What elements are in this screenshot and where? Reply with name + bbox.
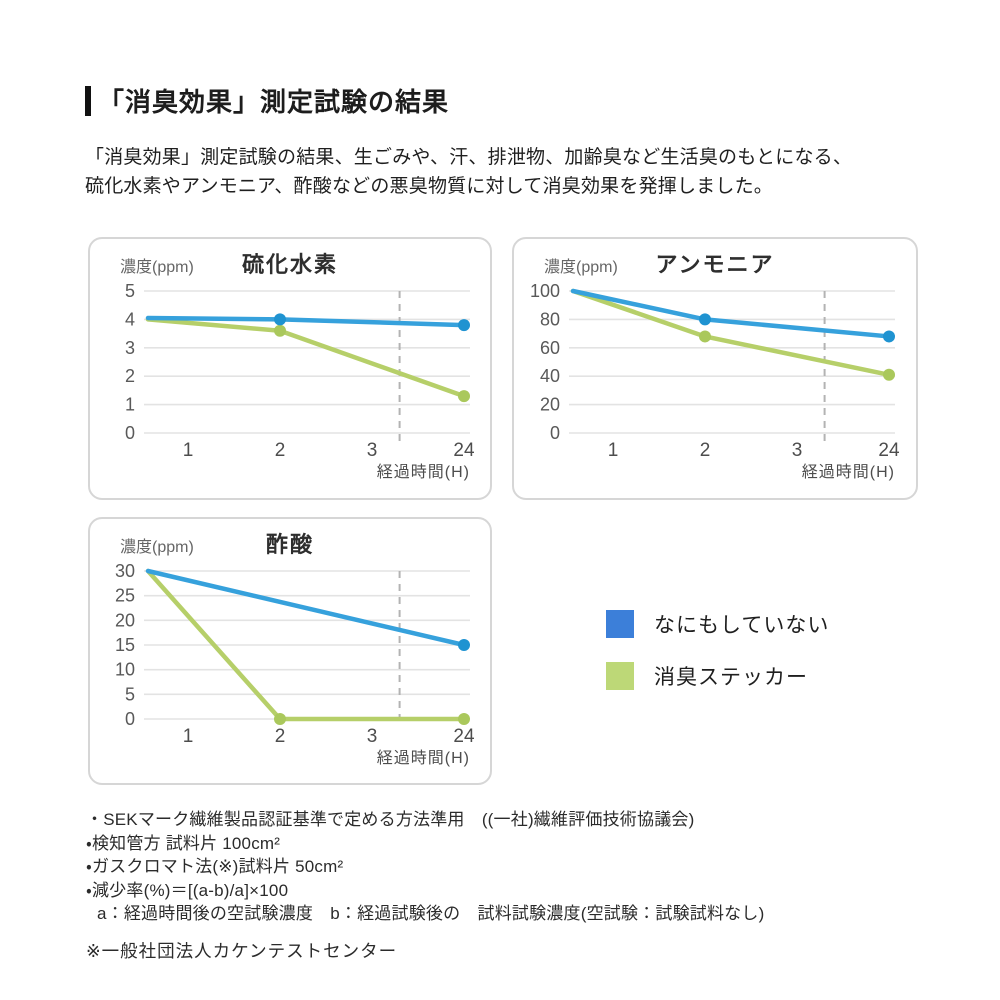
chart-canvas-acetic-acid: 30 25 20 15 10 5 0 1 2 3 24 経過時間(H) xyxy=(115,561,475,767)
footnote-line: ・ガスクロマト法(※)試料片 50cm² xyxy=(86,857,344,876)
chart-panel-acetic-acid: 濃度(ppm) 酢酸 30 25 20 15 10 5 0 1 2 3 24 経過時間(H) xyxy=(88,517,492,785)
svg-text:5: 5 xyxy=(125,281,135,301)
chart-canvas-hydrogen-sulfide: 5 4 3 2 1 0 1 2 3 24 経過時間(H) xyxy=(125,281,475,481)
footnote-line: a：経過時間後の空試験濃度 b：経過試験後の 試料試験濃度(空試験：試験試料なし… xyxy=(97,904,765,923)
svg-text:経過時間(H): 経過時間(H) xyxy=(377,463,470,481)
svg-text:20: 20 xyxy=(540,395,560,415)
chart-panel-hydrogen-sulfide: 濃度(ppm) 硫化水素 5 4 3 2 1 0 1 2 3 24 経過時間(H) xyxy=(88,237,492,500)
svg-text:4: 4 xyxy=(125,309,135,329)
y-axis-title: 濃度(ppm) xyxy=(120,539,194,556)
svg-text:24: 24 xyxy=(453,440,475,461)
svg-text:3: 3 xyxy=(792,440,803,461)
legend-swatch-deodorant-sticker xyxy=(606,662,634,690)
svg-text:3: 3 xyxy=(125,338,135,358)
chart-head: 濃度(ppm) 硫化水素 xyxy=(90,239,490,281)
svg-text:1: 1 xyxy=(183,726,194,747)
svg-text:20: 20 xyxy=(115,610,135,630)
svg-text:15: 15 xyxy=(115,635,135,655)
svg-text:80: 80 xyxy=(540,309,560,329)
footnote-line: ・SEKマーク繊維製品認証基準で定める方法準用 ((一社)繊維評価技術協議会) xyxy=(86,810,695,829)
chart-title-acetic-acid: 酢酸 xyxy=(265,532,314,557)
heading-accent-bar xyxy=(85,85,91,116)
svg-text:60: 60 xyxy=(540,338,560,358)
intro-line-1: 「消臭効果」測定試験の結果、生ごみや、汗、排泄物、加齢臭など生活臭のもとになる、 xyxy=(85,147,853,168)
svg-text:経過時間(H): 経過時間(H) xyxy=(377,749,470,767)
chart-panel-ammonia: 濃度(ppm) アンモニア 100 80 60 40 20 0 1 2 3 24 経過時間(H) xyxy=(512,237,918,500)
legend-swatch-untreated xyxy=(606,610,634,638)
svg-text:3: 3 xyxy=(367,440,378,461)
svg-text:1: 1 xyxy=(125,395,135,415)
chart-title-hydrogen-sulfide: 硫化水素 xyxy=(241,252,338,277)
chart-head: 濃度(ppm) 酢酸 xyxy=(90,519,490,561)
chart-title-ammonia: アンモニア xyxy=(655,252,775,277)
source-note: ※一般社団法人カケンテストセンター xyxy=(86,941,398,961)
legend-label-untreated: なにもしていない xyxy=(654,614,830,637)
chart-head: 濃度(ppm) アンモニア xyxy=(514,239,916,281)
svg-text:3: 3 xyxy=(367,726,378,747)
chart-canvas-ammonia: 100 80 60 40 20 0 1 2 3 24 経過時間(H) xyxy=(530,281,900,481)
svg-text:2: 2 xyxy=(125,366,135,386)
y-axis-title: 濃度(ppm) xyxy=(544,259,618,276)
footnote-line: ・検知管方 試料片 100cm² xyxy=(86,833,281,853)
legend-label-deodorant-sticker: 消臭ステッカー xyxy=(654,666,808,689)
svg-text:30: 30 xyxy=(115,561,135,581)
legend: なにもしていない 消臭ステッカー xyxy=(606,609,829,691)
svg-text:1: 1 xyxy=(608,440,619,461)
svg-text:100: 100 xyxy=(530,281,560,301)
svg-text:2: 2 xyxy=(275,440,286,461)
svg-text:0: 0 xyxy=(125,423,135,443)
svg-text:0: 0 xyxy=(125,709,135,729)
footnotes: ・SEKマーク繊維製品認証基準で定める方法準用 ((一社)繊維評価技術協議会) … xyxy=(86,808,764,926)
svg-text:25: 25 xyxy=(115,586,135,606)
page-title: 「消臭効果」測定試験の結果 xyxy=(98,87,450,117)
svg-text:経過時間(H): 経過時間(H) xyxy=(802,463,895,481)
y-axis-title: 濃度(ppm) xyxy=(120,259,194,276)
svg-text:0: 0 xyxy=(550,423,560,443)
svg-text:40: 40 xyxy=(540,366,560,386)
svg-text:5: 5 xyxy=(125,684,135,704)
intro-line-2: 硫化水素やアンモニア、酢酸などの悪臭物質に対して消臭効果を発揮しました。 xyxy=(85,176,773,198)
footnote-line: ・減少率(%)＝[(a-b)/a]×100 xyxy=(86,880,289,900)
svg-text:10: 10 xyxy=(115,660,135,680)
legend-item-untreated: なにもしていない xyxy=(606,609,829,639)
svg-text:1: 1 xyxy=(183,440,194,461)
svg-text:2: 2 xyxy=(700,440,711,461)
svg-text:24: 24 xyxy=(453,726,475,747)
svg-text:24: 24 xyxy=(878,440,900,461)
legend-item-deodorant-sticker: 消臭ステッカー xyxy=(606,661,829,691)
page-header: 「消臭効果」測定試験の結果 xyxy=(85,82,449,119)
svg-text:2: 2 xyxy=(275,726,286,747)
intro-paragraph: 「消臭効果」測定試験の結果、生ごみや、汗、排泄物、加齢臭など生活臭のもとになる、… xyxy=(85,143,935,202)
